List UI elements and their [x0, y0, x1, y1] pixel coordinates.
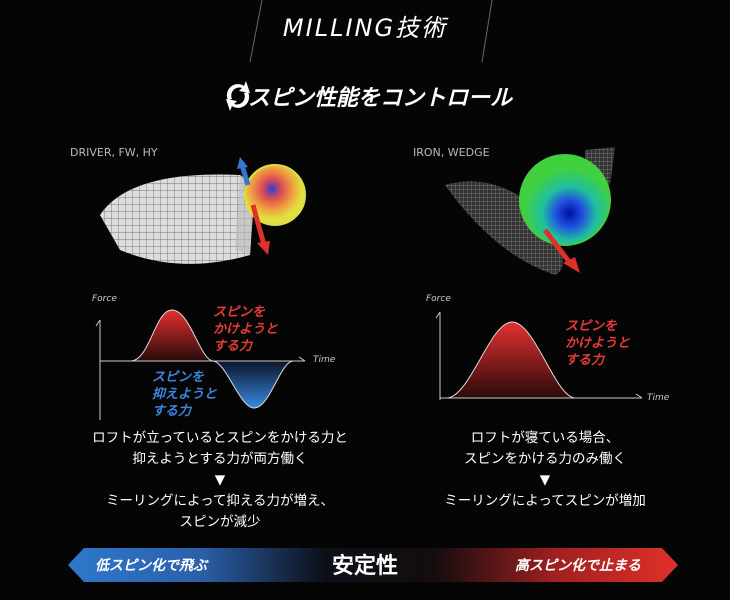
positive-force-label: スピンをかけようとする力 [213, 304, 278, 355]
title-decoration [70, 0, 680, 63]
x-axis-label: Time [647, 393, 670, 403]
right-force-graph [435, 311, 643, 400]
y-axis-label: Force [92, 294, 117, 304]
subtitle: スピン性能をコントロール [247, 86, 512, 111]
label-line: かけようと [565, 336, 631, 351]
low-spin-label: 低スピン化で飛ぶ [95, 558, 207, 574]
driver-label: DRIVER, FW, HY [70, 146, 158, 159]
driver-description: ロフトが立っているとスピンをかける力と 抑えようとする力が両方働く ▼ ミーリン… [40, 428, 400, 533]
y-axis-label: Force [426, 294, 451, 304]
label-line: スピンを [152, 370, 205, 385]
label-line: する力 [152, 404, 192, 419]
x-axis-label: Time [313, 355, 336, 365]
stability-bar [68, 548, 678, 582]
negative-force-label: スピンを抑えようとする力 [152, 369, 217, 420]
rotate-arrows-icon [220, 78, 256, 114]
text-line: スピンをかける力のみ働く [464, 451, 626, 467]
positive-force-curve [130, 309, 214, 362]
text-line: ミーリングによってスピンが増加 [444, 493, 646, 509]
driver-simulation-image [100, 157, 306, 264]
high-spin-label: 高スピン化で止まる [515, 558, 641, 574]
page-title: MILLING技術 [282, 14, 448, 42]
label-line: かけようと [213, 322, 279, 337]
positive-force-label: スピンをかけようとする力 [565, 318, 630, 369]
label-line: する力 [565, 353, 605, 368]
left-force-graph [95, 309, 306, 420]
text-line: ロフトが寝ている場合、 [470, 430, 620, 446]
label-line: する力 [213, 339, 253, 354]
positive-force-curve [446, 321, 576, 399]
iron-simulation-image [445, 147, 615, 275]
text-line: ロフトが立っているとスピンをかける力と [92, 430, 348, 446]
stability-label: 安定性 [331, 554, 398, 579]
label-line: スピンを [565, 319, 618, 334]
text-line: 抑えようとする力が両方働く [132, 451, 308, 467]
negative-force-curve [212, 360, 294, 409]
label-line: スピンを [213, 305, 266, 320]
text-line: ミーリングによって抑える力が増え、 [105, 493, 334, 509]
iron-label: IRON, WEDGE [413, 146, 490, 159]
label-line: 抑えようと [152, 387, 218, 402]
down-arrow-icon: ▼ [539, 472, 551, 488]
iron-description: ロフトが寝ている場合、 スピンをかける力のみ働く ▼ ミーリングによってスピンが… [375, 428, 715, 512]
text-line: スピンが減少 [179, 514, 261, 530]
down-arrow-icon: ▼ [214, 472, 226, 488]
